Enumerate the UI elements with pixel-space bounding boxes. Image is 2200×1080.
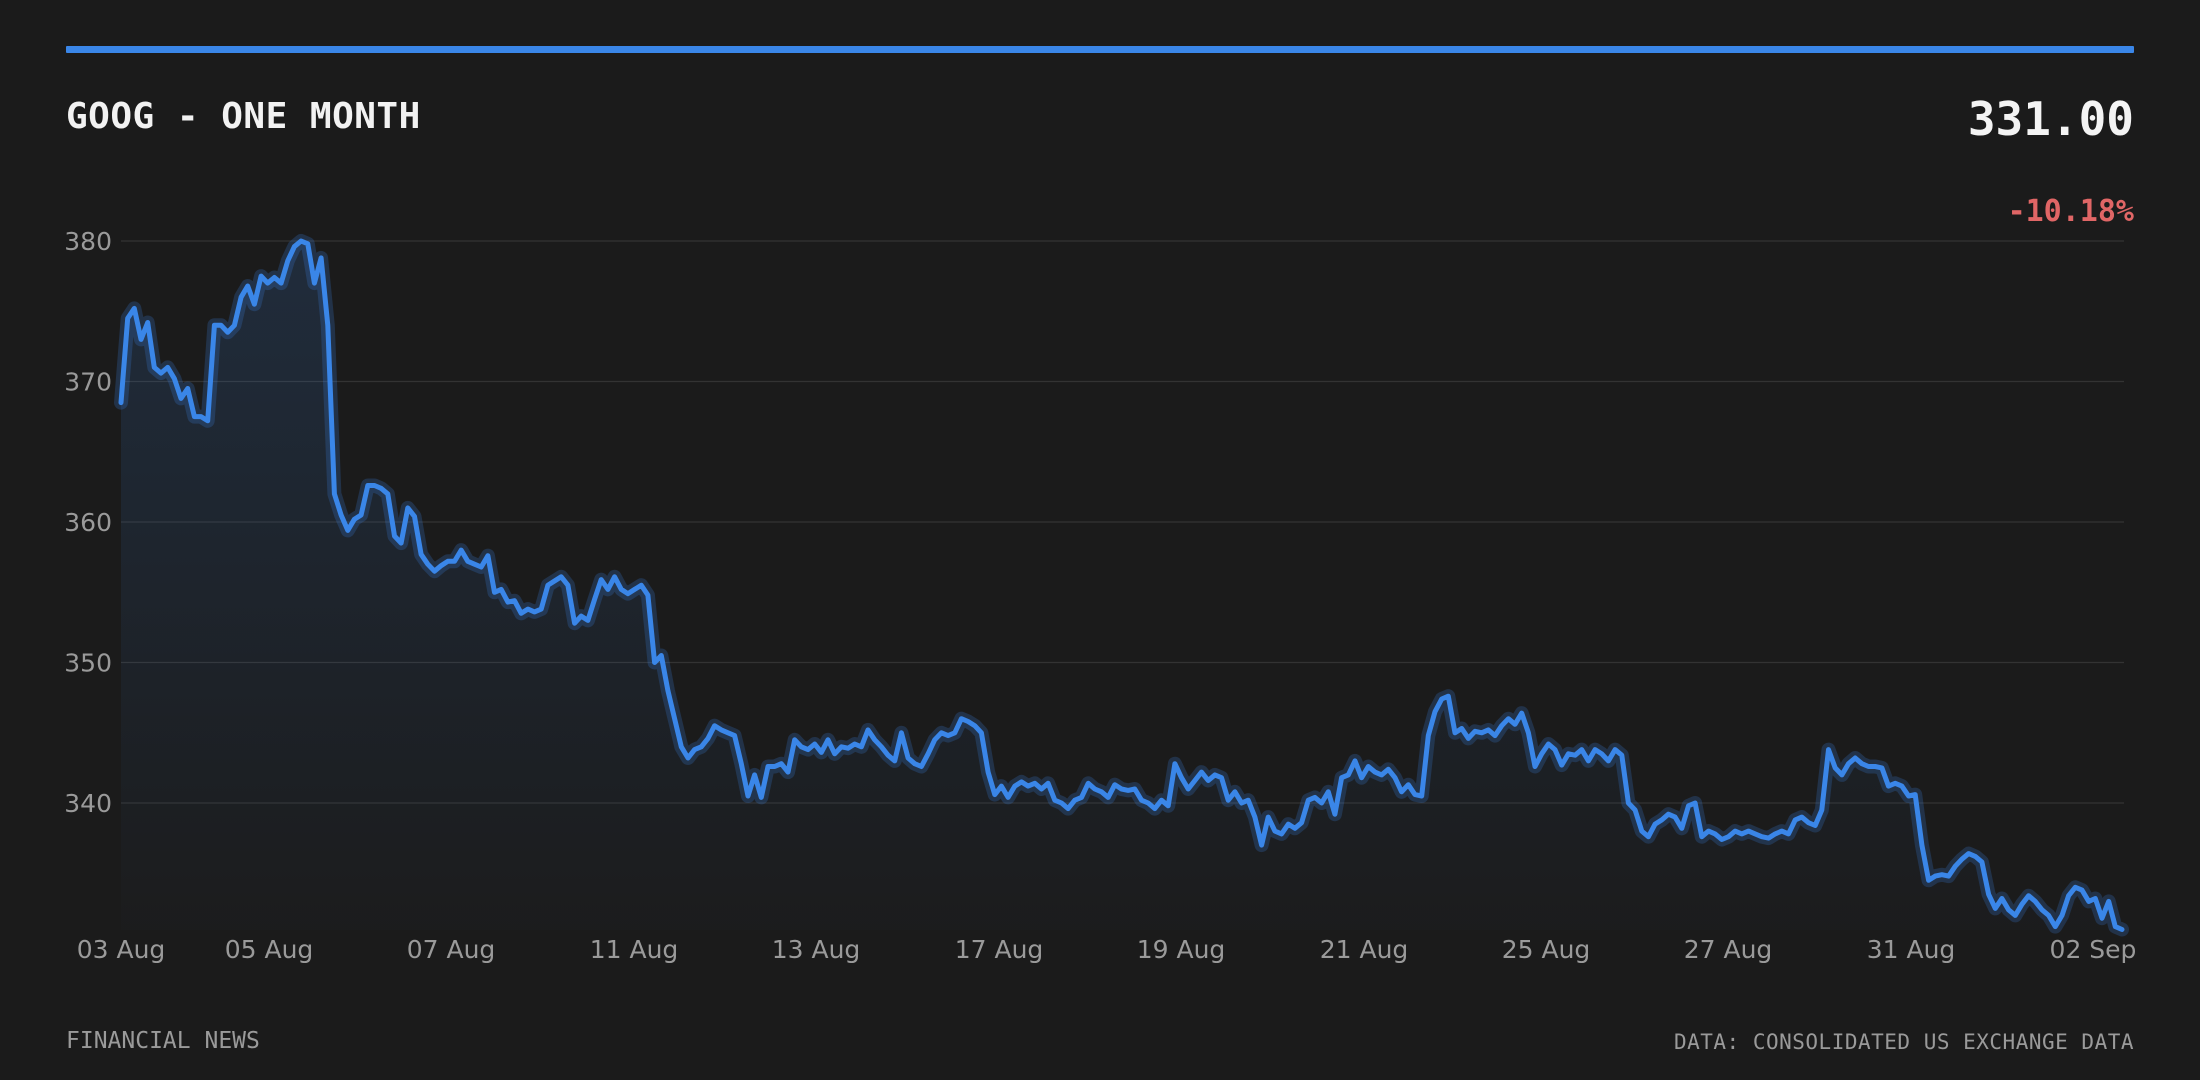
y-axis-ticks: 340 350 360 370 380 (64, 227, 112, 818)
chart-title: GOOG - ONE MONTH (66, 96, 421, 137)
x-tick-label: 19 Aug (1137, 935, 1226, 964)
x-tick-label: 13 Aug (772, 935, 861, 964)
x-tick-label: 25 Aug (1502, 935, 1591, 964)
x-tick-label: 07 Aug (407, 935, 496, 964)
price-change: -10.18% (2007, 194, 2134, 229)
x-tick-label: 05 Aug (225, 935, 314, 964)
x-tick-label: 03 Aug (77, 935, 166, 964)
accent-bar (66, 46, 2134, 53)
y-tick-label: 360 (64, 508, 112, 537)
x-tick-label: 17 Aug (955, 935, 1044, 964)
y-tick-label: 380 (64, 227, 112, 256)
source-label: FINANCIAL NEWS (66, 1028, 260, 1054)
x-tick-label: 27 Aug (1684, 935, 1773, 964)
x-tick-label: 11 Aug (590, 935, 679, 964)
y-tick-label: 340 (64, 789, 112, 818)
x-tick-label: 21 Aug (1320, 935, 1409, 964)
y-tick-label: 370 (64, 368, 112, 397)
x-axis-ticks: 03 Aug 05 Aug 07 Aug 11 Aug 13 Aug 17 Aug 19 A… (77, 935, 2137, 964)
series-layer (114, 234, 2129, 937)
x-tick-label: 31 Aug (1867, 935, 1956, 964)
x-tick-label: 02 Sep (2050, 935, 2137, 964)
y-tick-label: 350 (64, 649, 112, 678)
current-price: 331.00 (1967, 92, 2134, 146)
series-line (118, 238, 2125, 932)
data-attribution: DATA: CONSOLIDATED US EXCHANGE DATA (1673, 1030, 2134, 1054)
